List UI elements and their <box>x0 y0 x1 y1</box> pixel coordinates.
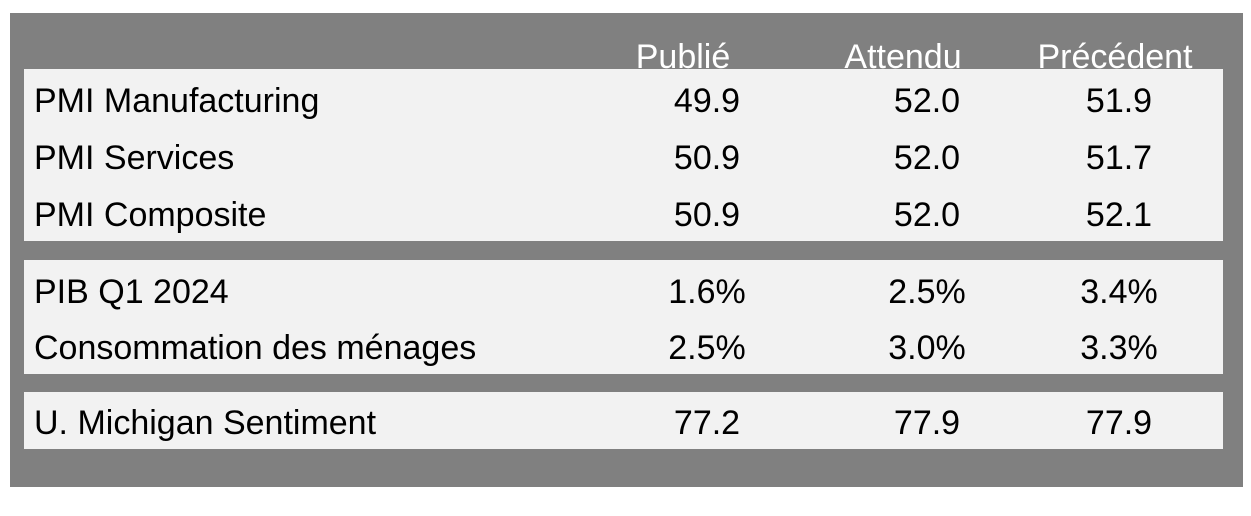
table-row: PMI Services 50.9 52.0 51.7 <box>24 130 1223 186</box>
row-label: PMI Manufacturing <box>34 82 320 120</box>
expected-value: 52.0 <box>893 139 961 177</box>
table-row: PMI Composite 50.9 52.0 52.1 <box>24 187 1223 243</box>
table-row: PMI Manufacturing 49.9 52.0 51.9 <box>24 73 1223 129</box>
published-value: 50.9 <box>673 139 741 177</box>
row-label: Consommation des ménages <box>34 329 477 367</box>
gdp-group-panel: PIB Q1 2024 1.6% 2.5% 3.4% Consommation … <box>24 260 1223 374</box>
row-label: PIB Q1 2024 <box>34 273 229 311</box>
sentiment-group-panel: U. Michigan Sentiment 77.2 77.9 77.9 <box>24 392 1223 449</box>
table-row: Consommation des ménages 2.5% 3.0% 3.3% <box>24 320 1223 376</box>
expected-value: 3.0% <box>888 329 966 367</box>
previous-value: 51.7 <box>1085 139 1153 177</box>
published-value: 50.9 <box>673 196 741 234</box>
published-value: 1.6% <box>668 273 746 311</box>
pmi-group-panel: PMI Manufacturing 49.9 52.0 51.9 PMI Ser… <box>24 69 1223 241</box>
previous-value: 3.4% <box>1080 273 1158 311</box>
expected-value: 77.9 <box>893 404 961 442</box>
table-row: PIB Q1 2024 1.6% 2.5% 3.4% <box>24 264 1223 320</box>
published-value: 49.9 <box>673 82 741 120</box>
published-value: 2.5% <box>668 329 746 367</box>
previous-value: 51.9 <box>1085 82 1153 120</box>
published-value: 77.2 <box>673 404 741 442</box>
row-label: PMI Services <box>34 139 235 177</box>
previous-value: 3.3% <box>1080 329 1158 367</box>
expected-value: 52.0 <box>893 196 961 234</box>
table-row: U. Michigan Sentiment 77.2 77.9 77.9 <box>24 395 1223 451</box>
row-label: PMI Composite <box>34 196 267 234</box>
row-label: U. Michigan Sentiment <box>34 404 377 442</box>
previous-value: 52.1 <box>1085 196 1153 234</box>
previous-value: 77.9 <box>1085 404 1153 442</box>
expected-value: 2.5% <box>888 273 966 311</box>
expected-value: 52.0 <box>893 82 961 120</box>
